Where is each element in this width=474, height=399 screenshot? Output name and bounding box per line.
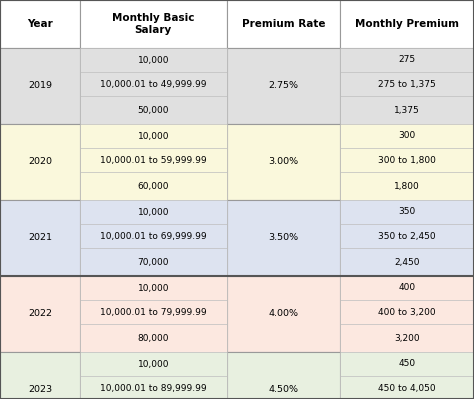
- Bar: [80, 324, 227, 352]
- Text: 10,000.01 to 79,999.99: 10,000.01 to 79,999.99: [100, 308, 207, 316]
- Text: 400: 400: [399, 284, 416, 292]
- Text: 10,000.01 to 49,999.99: 10,000.01 to 49,999.99: [100, 79, 207, 89]
- Text: 4.50%: 4.50%: [268, 385, 298, 395]
- Bar: [340, 72, 474, 96]
- Bar: [80, 172, 227, 200]
- Bar: [227, 124, 340, 200]
- Bar: [80, 300, 227, 324]
- Text: 350 to 2,450: 350 to 2,450: [378, 231, 436, 241]
- Bar: [340, 300, 474, 324]
- Bar: [0, 352, 80, 399]
- Text: 3,200: 3,200: [394, 334, 420, 342]
- Bar: [80, 124, 227, 148]
- Text: 1,800: 1,800: [394, 182, 420, 190]
- Bar: [340, 48, 474, 72]
- Bar: [340, 148, 474, 172]
- Bar: [340, 248, 474, 276]
- Bar: [80, 48, 227, 72]
- Text: 2022: 2022: [28, 310, 52, 318]
- Text: 275 to 1,375: 275 to 1,375: [378, 79, 436, 89]
- Bar: [340, 352, 474, 376]
- Text: 300: 300: [398, 132, 416, 140]
- Text: 2021: 2021: [28, 233, 52, 243]
- Text: 450 to 4,050: 450 to 4,050: [378, 383, 436, 393]
- Bar: [340, 376, 474, 399]
- Bar: [80, 276, 227, 300]
- Bar: [0, 0, 80, 48]
- Text: 50,000: 50,000: [137, 105, 169, 115]
- Text: 80,000: 80,000: [137, 334, 169, 342]
- Text: 10,000.01 to 69,999.99: 10,000.01 to 69,999.99: [100, 231, 207, 241]
- Bar: [80, 96, 227, 124]
- Bar: [340, 224, 474, 248]
- Text: 1,375: 1,375: [394, 105, 420, 115]
- Text: Year: Year: [27, 19, 53, 29]
- Bar: [340, 96, 474, 124]
- Text: 60,000: 60,000: [137, 182, 169, 190]
- Bar: [0, 124, 80, 200]
- Bar: [227, 200, 340, 276]
- Text: 10,000.01 to 59,999.99: 10,000.01 to 59,999.99: [100, 156, 207, 164]
- Bar: [340, 172, 474, 200]
- Text: Monthly Premium: Monthly Premium: [355, 19, 459, 29]
- Bar: [80, 376, 227, 399]
- Bar: [227, 276, 340, 352]
- Text: 70,000: 70,000: [137, 257, 169, 267]
- Bar: [340, 124, 474, 148]
- Text: 2.75%: 2.75%: [268, 81, 298, 91]
- Bar: [0, 276, 80, 352]
- Bar: [80, 200, 227, 224]
- Text: 10,000.01 to 89,999.99: 10,000.01 to 89,999.99: [100, 383, 207, 393]
- Bar: [340, 200, 474, 224]
- Text: 2,450: 2,450: [394, 257, 420, 267]
- Text: 3.00%: 3.00%: [268, 158, 299, 166]
- Text: 10,000: 10,000: [137, 55, 169, 65]
- Bar: [80, 248, 227, 276]
- Bar: [340, 276, 474, 300]
- Text: 2023: 2023: [28, 385, 52, 395]
- Text: Premium Rate: Premium Rate: [242, 19, 325, 29]
- Bar: [340, 324, 474, 352]
- Bar: [80, 224, 227, 248]
- Bar: [80, 352, 227, 376]
- Bar: [227, 352, 340, 399]
- Bar: [340, 0, 474, 48]
- Text: 2019: 2019: [28, 81, 52, 91]
- Text: 350: 350: [398, 207, 416, 217]
- Text: 300 to 1,800: 300 to 1,800: [378, 156, 436, 164]
- Text: 275: 275: [399, 55, 416, 65]
- Text: 400 to 3,200: 400 to 3,200: [378, 308, 436, 316]
- Text: 10,000: 10,000: [137, 284, 169, 292]
- Text: 10,000: 10,000: [137, 132, 169, 140]
- Bar: [80, 72, 227, 96]
- Bar: [80, 148, 227, 172]
- Text: 10,000: 10,000: [137, 207, 169, 217]
- Text: 3.50%: 3.50%: [268, 233, 299, 243]
- Text: 450: 450: [399, 359, 416, 369]
- Bar: [227, 48, 340, 124]
- Bar: [227, 0, 340, 48]
- Bar: [80, 0, 227, 48]
- Text: Monthly Basic
Salary: Monthly Basic Salary: [112, 13, 194, 35]
- Text: 2020: 2020: [28, 158, 52, 166]
- Bar: [0, 200, 80, 276]
- Bar: [0, 48, 80, 124]
- Text: 4.00%: 4.00%: [268, 310, 298, 318]
- Text: 10,000: 10,000: [137, 359, 169, 369]
